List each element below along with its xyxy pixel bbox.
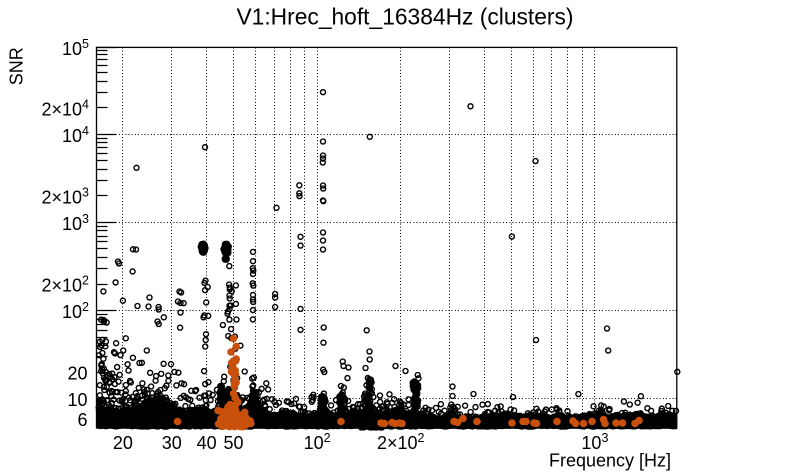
svg-text:104: 104 <box>62 124 89 146</box>
svg-text:2×104: 2×104 <box>42 97 90 119</box>
svg-text:20: 20 <box>67 364 87 384</box>
svg-text:Frequency [Hz]: Frequency [Hz] <box>549 450 671 470</box>
svg-text:102: 102 <box>304 431 331 453</box>
svg-text:30: 30 <box>162 433 182 453</box>
svg-text:50: 50 <box>223 433 243 453</box>
svg-text:2×102: 2×102 <box>377 431 425 453</box>
svg-text:102: 102 <box>62 300 89 322</box>
svg-text:105: 105 <box>62 37 89 59</box>
svg-text:6: 6 <box>77 410 87 430</box>
svg-text:103: 103 <box>62 212 89 234</box>
svg-text:103: 103 <box>581 431 608 453</box>
svg-text:10: 10 <box>67 390 87 410</box>
svg-text:SNR: SNR <box>6 47 26 85</box>
svg-text:2×102: 2×102 <box>42 274 90 296</box>
svg-text:V1:Hrec_hoft_16384Hz (clusters: V1:Hrec_hoft_16384Hz (clusters) <box>236 3 573 29</box>
svg-text:20: 20 <box>113 433 133 453</box>
svg-text:40: 40 <box>197 433 217 453</box>
svg-text:2×103: 2×103 <box>42 185 90 207</box>
